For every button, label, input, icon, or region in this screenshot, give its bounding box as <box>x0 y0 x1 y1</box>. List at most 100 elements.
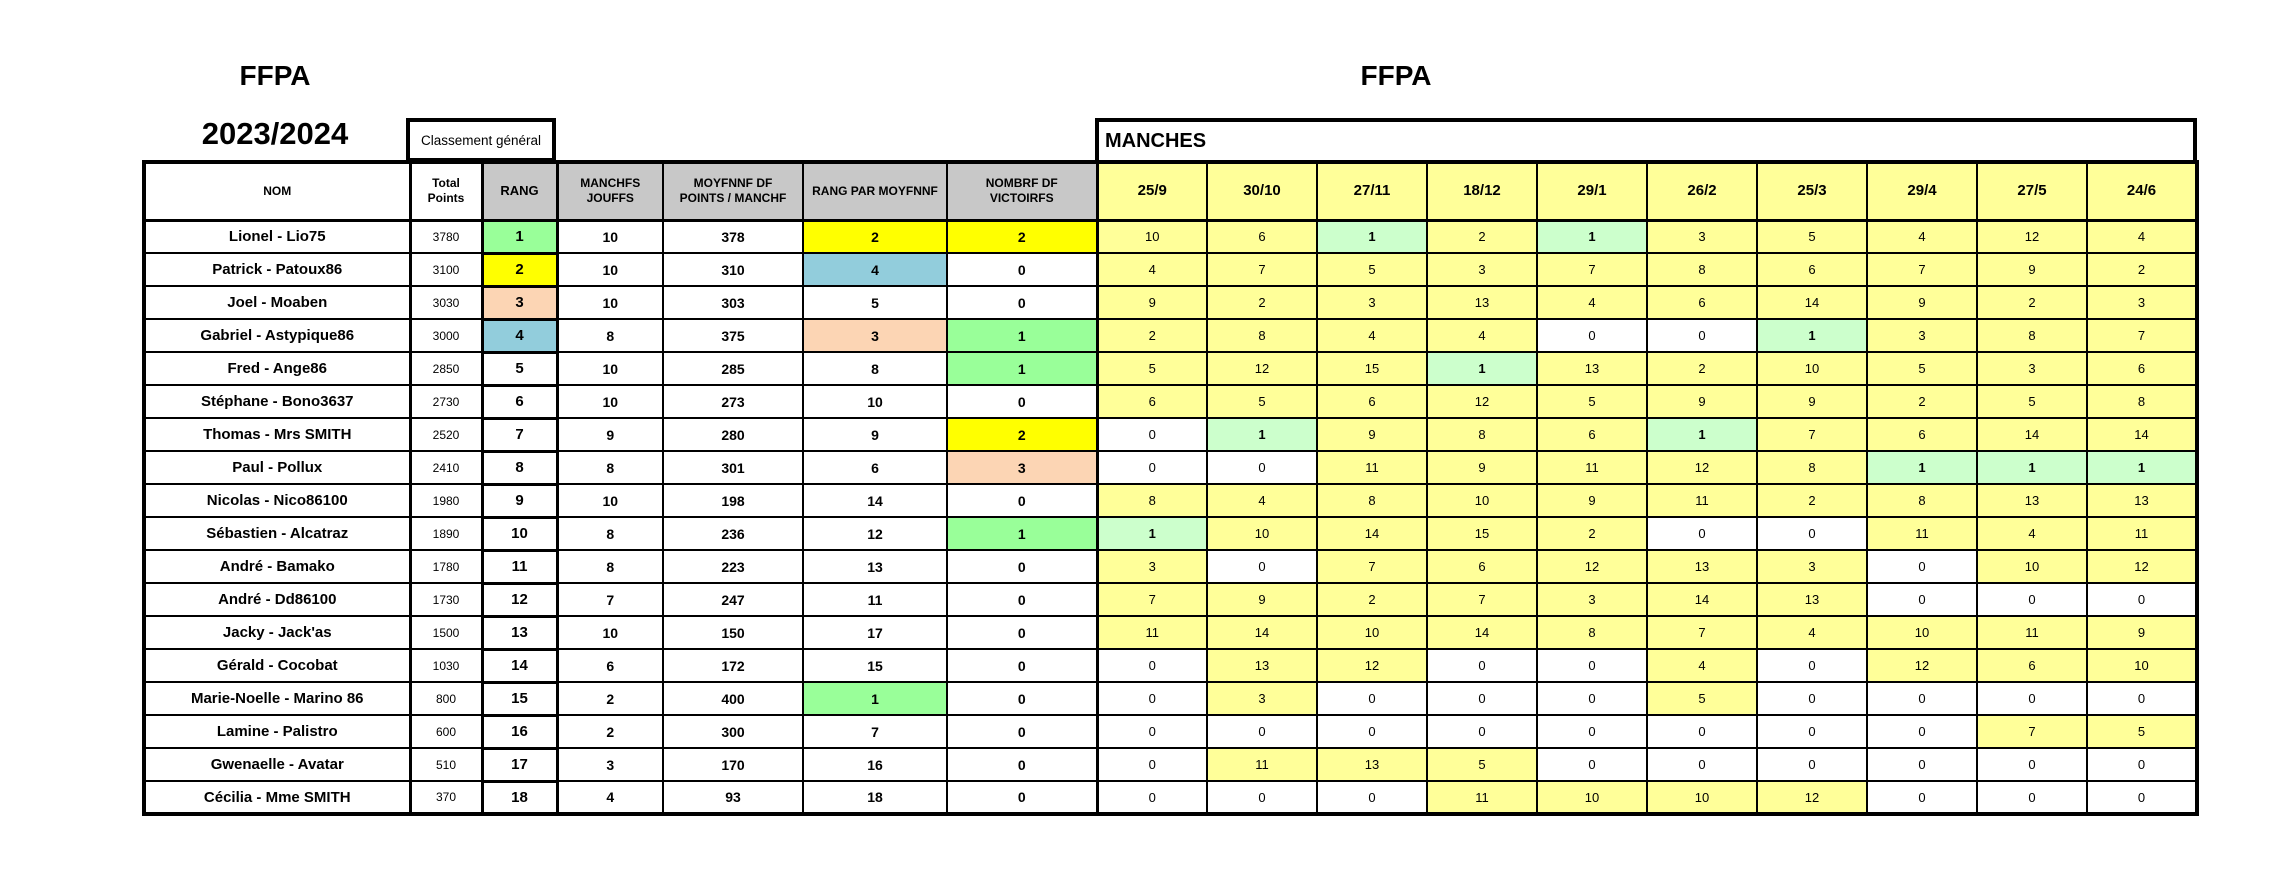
manche-score-cell: 11 <box>1536 450 1648 485</box>
manche-score-cell: 9 <box>1646 384 1758 419</box>
manche-score-cell: 3 <box>1206 681 1318 716</box>
rang-par-moyenne-cell: 15 <box>802 648 948 683</box>
manche-score-cell: 0 <box>1976 582 2088 617</box>
manche-score-cell: 10 <box>1756 351 1868 386</box>
manche-score-cell: 7 <box>1316 549 1428 584</box>
rank-cell: 17 <box>480 746 559 783</box>
manche-score-cell: 0 <box>1206 450 1318 485</box>
manche-score-cell: 7 <box>1756 417 1868 452</box>
manche-score-cell: 0 <box>1096 417 1208 452</box>
manche-score-cell: 0 <box>2086 582 2198 617</box>
manche-score-cell: 0 <box>1096 450 1208 485</box>
manche-score-cell: 3 <box>1316 285 1428 320</box>
manches-jouees-cell: 8 <box>556 549 664 584</box>
rang-par-moyenne-cell: 9 <box>802 417 948 452</box>
rank-cell: 6 <box>480 383 559 420</box>
manche-score-cell: 0 <box>1646 747 1758 782</box>
classement-general-box: Classement général <box>406 118 556 162</box>
manche-score-cell: 2 <box>2086 252 2198 287</box>
manche-score-cell: 12 <box>2086 549 2198 584</box>
manche-score-cell: 0 <box>1206 549 1318 584</box>
victoires-cell: 3 <box>946 450 1099 485</box>
manche-score-cell: 13 <box>1206 648 1318 683</box>
manche-score-cell: 14 <box>2086 417 2198 452</box>
player-name-cell: Cécilia - Mme SMITH <box>143 780 411 815</box>
manche-score-cell: 5 <box>1976 384 2088 419</box>
manche-score-cell: 0 <box>1756 714 1868 749</box>
manche-score-cell: 6 <box>1756 252 1868 287</box>
date-column-header: 29/1 <box>1536 161 1648 222</box>
manche-score-cell: 12 <box>1756 780 1868 815</box>
manche-score-cell: 0 <box>1976 780 2088 815</box>
rang-par-moyenne-cell: 18 <box>802 780 948 815</box>
moyenne-points-cell: 247 <box>662 582 804 617</box>
ranking-table: NOM Total Points RANG MANCHFS JOUFFS MOY… <box>142 160 2199 816</box>
manche-score-cell: 0 <box>1756 747 1868 782</box>
manche-score-cell: 7 <box>1206 252 1318 287</box>
manche-score-cell: 1 <box>1206 417 1318 452</box>
manches-jouees-cell: 9 <box>556 417 664 452</box>
player-name-cell: Gérald - Cocobat <box>143 648 411 683</box>
rank-cell: 13 <box>480 614 559 651</box>
manche-score-cell: 2 <box>1756 483 1868 518</box>
date-column-header: 27/5 <box>1976 161 2088 222</box>
manche-score-cell: 5 <box>1316 252 1428 287</box>
moyenne-points-cell: 375 <box>662 318 804 353</box>
manche-score-cell: 13 <box>1976 483 2088 518</box>
manche-score-cell: 1 <box>1316 219 1428 254</box>
rang-par-moyenne-cell: 10 <box>802 384 948 419</box>
manche-score-cell: 5 <box>1096 351 1208 386</box>
moyenne-points-cell: 198 <box>662 483 804 518</box>
manche-score-cell: 5 <box>2086 714 2198 749</box>
victoires-cell: 0 <box>946 483 1099 518</box>
victoires-cell: 0 <box>946 384 1099 419</box>
manche-score-cell: 4 <box>1866 219 1978 254</box>
rang-par-moyenne-cell: 16 <box>802 747 948 782</box>
manche-score-cell: 6 <box>1426 549 1538 584</box>
manche-score-cell: 12 <box>1536 549 1648 584</box>
rang-par-moyenne-cell: 17 <box>802 615 948 650</box>
manche-score-cell: 13 <box>1536 351 1648 386</box>
rang-par-moyenne-cell: 4 <box>802 252 948 287</box>
manche-score-cell: 0 <box>1866 549 1978 584</box>
victoires-cell: 0 <box>946 648 1099 683</box>
table-row: André - Dd86100 1730 12 7 247 11 0 7 9 2 7 3 14 13 0 0 0 <box>143 581 2198 618</box>
manche-score-cell: 1 <box>1866 450 1978 485</box>
victoires-cell: 2 <box>946 417 1099 452</box>
rank-cell: 7 <box>480 416 559 453</box>
manche-score-cell: 0 <box>1536 681 1648 716</box>
rank-cell: 2 <box>480 251 559 288</box>
manche-score-cell: 15 <box>1426 516 1538 551</box>
total-points-cell: 1890 <box>408 516 483 551</box>
manche-score-cell: 10 <box>1536 780 1648 815</box>
manche-score-cell: 10 <box>1426 483 1538 518</box>
manche-score-cell: 0 <box>1756 516 1868 551</box>
manche-score-cell: 1 <box>1426 351 1538 386</box>
total-points-cell: 510 <box>408 747 483 782</box>
victoires-cell: 1 <box>946 516 1099 551</box>
column-header-manches-jouees: MANCHFS JOUFFS <box>556 161 664 222</box>
rank-cell: 14 <box>480 647 559 684</box>
manche-score-cell: 15 <box>1316 351 1428 386</box>
manche-score-cell: 12 <box>1206 351 1318 386</box>
manches-jouees-cell: 10 <box>556 351 664 386</box>
manche-score-cell: 13 <box>1426 285 1538 320</box>
manche-score-cell: 9 <box>1096 285 1208 320</box>
manche-score-cell: 4 <box>1206 483 1318 518</box>
manches-jouees-cell: 10 <box>556 483 664 518</box>
victoires-cell: 1 <box>946 351 1099 386</box>
manche-score-cell: 9 <box>2086 615 2198 650</box>
manche-score-cell: 12 <box>1316 648 1428 683</box>
player-name-cell: Thomas - Mrs SMITH <box>143 417 411 452</box>
rank-cell: 12 <box>480 581 559 618</box>
player-name-cell: Nicolas - Nico86100 <box>143 483 411 518</box>
manche-score-cell: 11 <box>1646 483 1758 518</box>
manche-score-cell: 5 <box>1206 384 1318 419</box>
table-row: Fred - Ange86 2850 5 10 285 8 1 5 12 15 1 13 2 10 5 3 6 <box>143 350 2198 387</box>
season-title: 2023/2024 <box>201 116 349 151</box>
manche-score-cell: 7 <box>1866 252 1978 287</box>
manche-score-cell: 2 <box>1536 516 1648 551</box>
manche-score-cell: 6 <box>1646 285 1758 320</box>
table-row: Joel - Moaben 3030 3 10 303 5 0 9 2 3 13 4 6 14 9 2 3 <box>143 284 2198 321</box>
manche-score-cell: 9 <box>1866 285 1978 320</box>
